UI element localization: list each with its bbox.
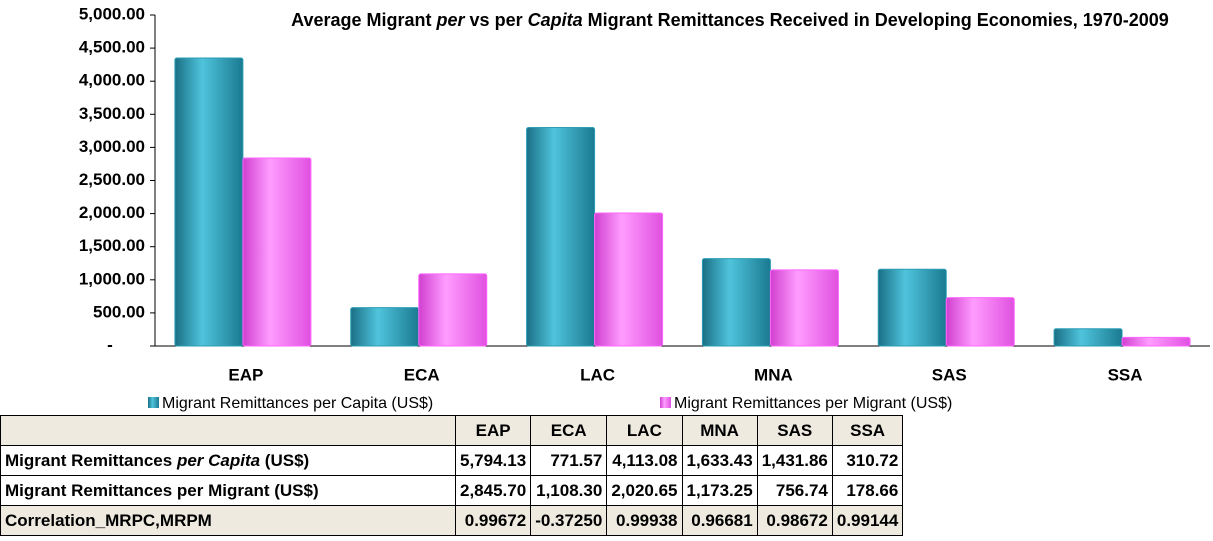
table-cell: 310.72: [831, 445, 904, 476]
row-label: Migrant Remittances per Migrant (US$): [0, 475, 456, 506]
y-tick-label: 1,500.00: [79, 236, 145, 255]
header-cell: SAS: [756, 415, 833, 446]
bar: [877, 268, 947, 347]
x-tick-label: SSA: [1108, 365, 1143, 384]
bar: [418, 273, 488, 347]
table-row: Migrant Remittances per Capita (US$) 5,79…: [0, 445, 904, 476]
table-cell: 0.99672: [454, 505, 532, 536]
bar: [174, 57, 244, 347]
table-row: Migrant Remittances per Migrant (US$) 2,8…: [0, 475, 904, 506]
bar: [1121, 336, 1191, 347]
table-cell: 0.99938: [606, 505, 683, 536]
bar: [1053, 328, 1123, 347]
header-cell: ECA: [530, 415, 608, 446]
title-part: Average Migrant: [291, 10, 437, 30]
table-cell: -0.37250: [530, 505, 608, 536]
table-cell: 0.98672: [756, 505, 833, 536]
y-tick-label: 2,500.00: [79, 170, 145, 189]
x-tick-label: EAP: [228, 365, 263, 384]
table-cell: 178.66: [831, 475, 904, 506]
bar: [701, 258, 771, 347]
chart: - 500.00 1,000.00 1,500.00 2,000.00 2,500.00 3…: [79, 4, 1210, 412]
y-tick-label: 4,500.00: [79, 38, 145, 57]
bar: [945, 297, 1015, 347]
y-tick-label: 5,000.00: [79, 4, 145, 23]
x-tick-label: MNA: [754, 365, 793, 384]
header-cell: SSA: [831, 415, 904, 446]
row-label-part: (US$): [260, 450, 310, 470]
row-label: Migrant Remittances per Capita (US$): [0, 445, 456, 476]
title-part: per: [436, 10, 465, 30]
legend-label: Migrant Remittances per Capita (US$): [162, 395, 433, 412]
title-part: Migrant Remittances Received in Developi…: [582, 10, 1169, 30]
title-part: vs per: [464, 10, 528, 30]
bar: [769, 269, 839, 347]
y-tick-label: -: [107, 335, 113, 354]
x-tick-label: LAC: [580, 365, 615, 384]
title-part: Capita: [527, 10, 583, 30]
bar: [350, 307, 420, 347]
table-cell: 756.74: [756, 475, 833, 506]
table-cell: 1,173.25: [681, 475, 758, 506]
row-label: Correlation_MRPC,MRPM: [0, 505, 456, 536]
y-tick-label: 500.00: [93, 302, 145, 321]
chart-title: Average Migrant per vs per Capita Migran…: [250, 10, 1210, 30]
table-cell: 0.96681: [681, 505, 758, 536]
bar: [594, 212, 664, 347]
y-tick-label: 3,000.00: [79, 137, 145, 156]
bar: [526, 127, 596, 347]
legend-swatch: [660, 397, 671, 408]
header-cell: MNA: [681, 415, 758, 446]
table-row: Correlation_MRPC,MRPM 0.99672 -0.37250 0.99…: [0, 505, 904, 536]
table-cell: 0.99144: [831, 505, 904, 536]
bar: [242, 157, 312, 347]
table-cell: 1,108.30: [530, 475, 608, 506]
row-label-part: Migrant Remittances per Migrant (US$): [5, 480, 319, 500]
row-label-part: Migrant Remittances: [5, 450, 177, 470]
y-tick-label: 1,000.00: [79, 269, 145, 288]
y-tick-label: 3,500.00: [79, 104, 145, 123]
legend-label: Migrant Remittances per Migrant (US$): [674, 395, 952, 412]
table-cell: 2,020.65: [606, 475, 683, 506]
legend-swatch: [148, 397, 159, 408]
header-cell: EAP: [454, 415, 532, 446]
table-cell: 1,431.86: [756, 445, 833, 476]
x-tick-label: SAS: [932, 365, 967, 384]
table-cell: 1,633.43: [681, 445, 758, 476]
x-tick-label: ECA: [404, 365, 440, 384]
y-tick-label: 2,000.00: [79, 203, 145, 222]
table-cell: 4,113.08: [606, 445, 683, 476]
header-cell: LAC: [606, 415, 683, 446]
table-cell: 771.57: [530, 445, 608, 476]
header-row: EAP ECA LAC MNA SAS SSA: [0, 415, 904, 446]
data-table: EAP ECA LAC MNA SAS SSA Migrant Remittances pe…: [0, 415, 904, 536]
y-tick-label: 4,000.00: [79, 71, 145, 90]
header-cell: [0, 415, 456, 446]
row-label-part: Correlation_MRPC,MRPM: [5, 510, 212, 530]
row-label-part: per Capita: [176, 450, 261, 470]
table-cell: 5,794.13: [454, 445, 532, 476]
table-cell: 2,845.70: [454, 475, 532, 506]
